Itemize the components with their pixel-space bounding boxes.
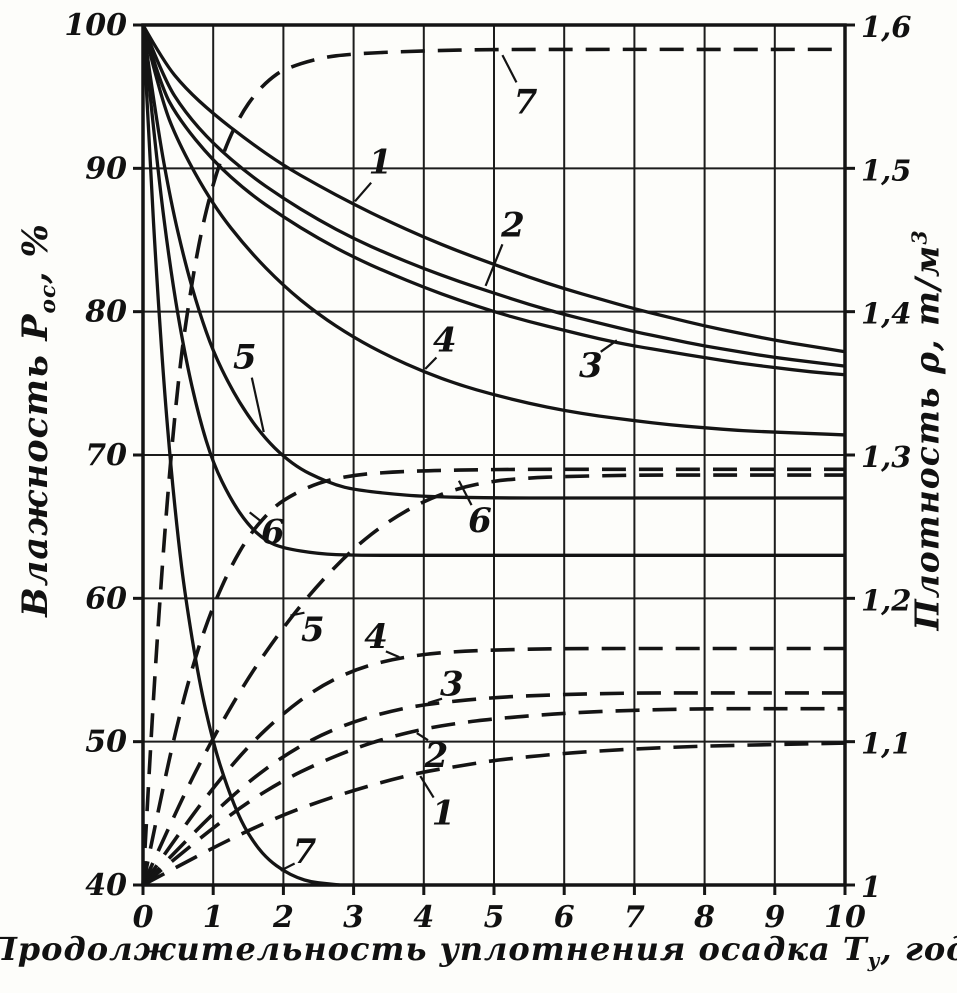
x-tick-label: 8 <box>693 900 715 935</box>
x-tick-label: 4 <box>413 900 434 935</box>
y-left-tick-label: 70 <box>85 438 127 473</box>
x-tick-label: 1 <box>203 900 224 935</box>
curve-moisture-1 <box>141 24 846 354</box>
annotation-leader <box>424 356 438 370</box>
curve-number-label: 5 <box>301 610 325 650</box>
curve-number-label: 7 <box>514 82 538 122</box>
curve-number-label: 4 <box>364 617 388 657</box>
curve-density-5 <box>141 473 846 886</box>
y-left-title-sub: ос <box>36 283 61 314</box>
y-left-tick-label: 60 <box>85 581 127 616</box>
annotation-leader <box>419 775 435 799</box>
x-tick-label: 10 <box>824 900 866 935</box>
x-tick-label: 5 <box>484 900 505 935</box>
curve-number-label: 7 <box>293 832 317 872</box>
x-tick-label: 7 <box>624 900 645 935</box>
curve-number-label: 2 <box>500 206 525 246</box>
y-right-tick-label: 1,5 <box>861 153 911 187</box>
y-right-title-sup: 3 <box>907 229 932 245</box>
curve-density-1 <box>142 741 846 887</box>
y-left-tick-label: 100 <box>64 8 127 43</box>
annotation-leader <box>501 54 518 83</box>
annotation-leader <box>280 862 296 872</box>
annotation-leader <box>250 377 265 433</box>
curve-moisture-4 <box>141 24 846 437</box>
x-tick-label: 6 <box>554 900 575 935</box>
y-right-tick-label: 1,2 <box>861 583 911 617</box>
curve-moisture-3 <box>141 24 846 377</box>
x-tick-label: 0 <box>133 900 154 935</box>
curve-density-2 <box>141 706 845 887</box>
x-tick-label: 9 <box>764 900 785 935</box>
y-right-title-text: Плотность ρ, т/м <box>907 244 947 631</box>
curve-density-4 <box>141 646 845 887</box>
curve-number-label: 1 <box>368 143 392 183</box>
annotation-leader <box>600 339 618 353</box>
y-left-tick-label: 80 <box>84 295 127 330</box>
annotation-leader <box>385 650 400 659</box>
curve-number-label: 3 <box>579 346 603 386</box>
y-left-tick-label: 40 <box>85 868 127 903</box>
y-left-tick-label: 50 <box>85 725 127 760</box>
y-right-tick-label: 1 <box>861 870 881 904</box>
y-left-title-post: , % <box>15 223 56 284</box>
curve-moisture-2 <box>141 24 846 368</box>
curve-moisture-6 <box>141 24 846 557</box>
curve-number-label: 6 <box>261 512 285 552</box>
x-axis-title: Продолжительность уплотнения осадка Ту, … <box>0 930 957 972</box>
curve-density-6 <box>141 467 846 886</box>
annotation-leader <box>249 511 264 524</box>
curve-number-label: 6 <box>468 501 492 541</box>
curve-number-label: 4 <box>433 320 457 360</box>
annotation-leader <box>457 480 473 506</box>
y-right-tick-label: 1,3 <box>861 440 911 474</box>
annotation-leader <box>416 732 429 742</box>
x-title-text: Продолжительность уплотнения осадка Т <box>0 929 868 968</box>
x-title-post: , год <box>880 929 957 968</box>
curve-moisture-7 <box>141 24 340 887</box>
y-left-title-text: Влажность Р <box>15 313 56 617</box>
curve-number-label: 1 <box>432 793 456 833</box>
curve-number-label: 2 <box>424 736 449 776</box>
curve-density-3 <box>141 691 846 887</box>
curve-density-7 <box>141 47 846 886</box>
y-axis-left-title: Влажность Рос, % <box>15 223 61 617</box>
annotation-leader <box>484 243 504 287</box>
x-tick-label: 3 <box>343 900 364 935</box>
y-right-tick-label: 1,1 <box>861 727 911 761</box>
x-title-sub: у <box>867 948 881 973</box>
y-right-tick-label: 1,4 <box>861 297 911 331</box>
y-axis-right-title: Плотность ρ, т/м3 <box>908 229 947 630</box>
y-right-tick-label: 1,6 <box>861 10 911 44</box>
annotation-leader <box>427 697 443 705</box>
annotation-leader <box>354 181 372 203</box>
y-left-tick-label: 90 <box>85 151 127 186</box>
x-tick-label: 2 <box>272 900 294 935</box>
annotation-leader <box>290 611 305 617</box>
curve-number-label: 5 <box>233 338 257 378</box>
curve-number-label: 3 <box>440 664 464 704</box>
curve-moisture-5 <box>141 24 845 500</box>
